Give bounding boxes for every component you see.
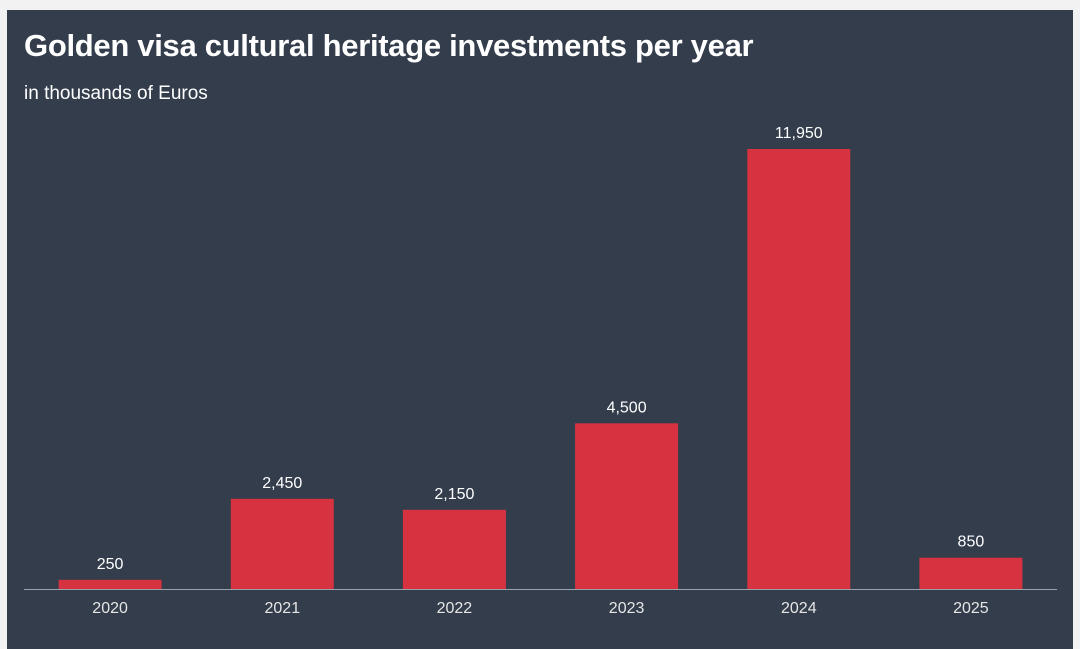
x-tick-label-2024: 2024 bbox=[781, 600, 817, 617]
chart-title: Golden visa cultural heritage investment… bbox=[24, 28, 754, 63]
bar-2020 bbox=[58, 579, 162, 589]
x-tick-label-2021: 2021 bbox=[265, 600, 301, 617]
labels-group: 250 2020 2,450 2021 2,150 2022 4,500 2023 11,950… bbox=[92, 125, 988, 617]
bar-2021 bbox=[230, 498, 334, 589]
value-label-2025: 850 bbox=[958, 534, 985, 551]
value-label-2022: 2,150 bbox=[434, 486, 474, 503]
chart-card: Golden visa cultural heritage investment… bbox=[7, 10, 1073, 649]
x-tick-label-2025: 2025 bbox=[953, 600, 989, 617]
value-label-2020: 250 bbox=[97, 556, 124, 573]
value-label-2021: 2,450 bbox=[262, 475, 302, 492]
x-tick-label-2022: 2022 bbox=[437, 600, 473, 617]
x-tick-label-2023: 2023 bbox=[609, 600, 645, 617]
bars-group bbox=[58, 149, 1023, 589]
value-label-2023: 4,500 bbox=[607, 399, 647, 416]
bar-2024 bbox=[747, 149, 851, 589]
bar-2025 bbox=[919, 557, 1023, 589]
chart-subtitle: in thousands of Euros bbox=[24, 83, 208, 104]
x-tick-label-2020: 2020 bbox=[92, 600, 128, 617]
bar-chart: 250 2020 2,450 2021 2,150 2022 4,500 2023 11,950… bbox=[24, 125, 1057, 617]
bar-2023 bbox=[575, 423, 679, 589]
bar-2022 bbox=[402, 509, 506, 589]
value-label-2024: 11,950 bbox=[775, 125, 823, 142]
